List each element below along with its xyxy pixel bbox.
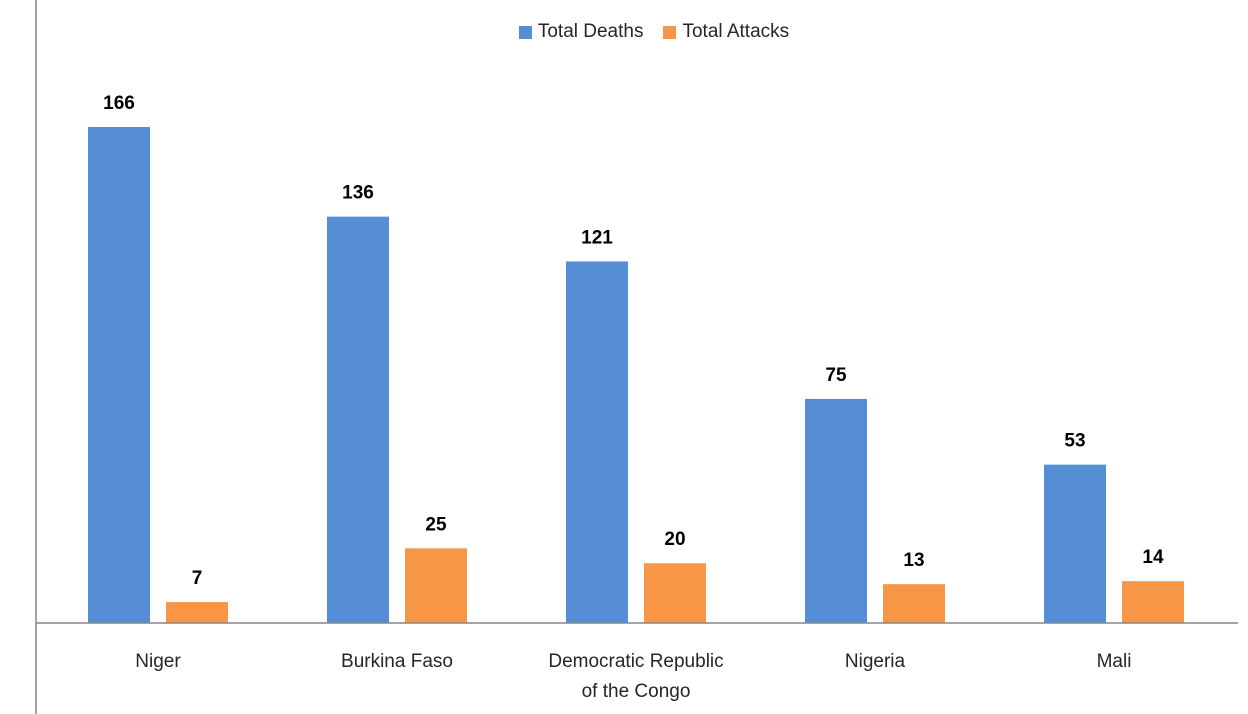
bar-total-attacks-burkina-faso (405, 548, 467, 623)
bar-total-deaths-mali (1044, 464, 1106, 623)
bar-total-attacks-democratic-republic-of-the-congo (644, 563, 706, 623)
bar-total-attacks-niger (166, 602, 228, 623)
data-label-total-deaths-niger: 166 (103, 93, 135, 114)
legend-item-total-attacks: Total Attacks (663, 21, 789, 43)
x-tick-label-niger: Niger (135, 651, 181, 672)
legend-label-total-deaths: Total Deaths (537, 21, 644, 42)
x-tick-label-democratic-republic-of-the-congo: Democratic Republic of the Congo (548, 651, 723, 702)
x-tick-label-burkina-faso: Burkina Faso (341, 651, 453, 672)
legend-swatch-total-attacks (663, 25, 677, 39)
chart-legend: Total Deaths Total Attacks (0, 21, 1248, 43)
data-label-total-attacks-democratic-republic-of-the-congo: 20 (664, 529, 685, 550)
data-label-total-deaths-nigeria: 75 (825, 365, 847, 386)
bar-total-deaths-nigeria (805, 398, 867, 623)
data-label-total-attacks-niger: 7 (192, 568, 203, 589)
bar-total-attacks-nigeria (883, 584, 945, 623)
legend-swatch-total-deaths (518, 25, 532, 39)
data-label-total-deaths-mali: 53 (1064, 431, 1085, 452)
x-tick-label-mali: Mali (1097, 651, 1132, 672)
x-tick-label-nigeria: Nigeria (845, 651, 906, 672)
data-label-total-attacks-burkina-faso: 25 (425, 514, 447, 535)
legend-label-total-attacks: Total Attacks (682, 21, 790, 42)
bar-total-deaths-niger (88, 127, 150, 623)
data-label-total-attacks-mali: 14 (1142, 547, 1164, 568)
legend-item-total-deaths: Total Deaths (459, 21, 644, 43)
bar-total-attacks-mali (1122, 581, 1184, 623)
bar-total-deaths-burkina-faso (327, 216, 389, 623)
data-label-total-deaths-democratic-republic-of-the-congo: 121 (581, 227, 613, 248)
bar-total-deaths-democratic-republic-of-the-congo (566, 261, 628, 623)
data-label-total-attacks-nigeria: 13 (903, 550, 924, 571)
data-label-total-deaths-burkina-faso: 136 (342, 183, 374, 204)
